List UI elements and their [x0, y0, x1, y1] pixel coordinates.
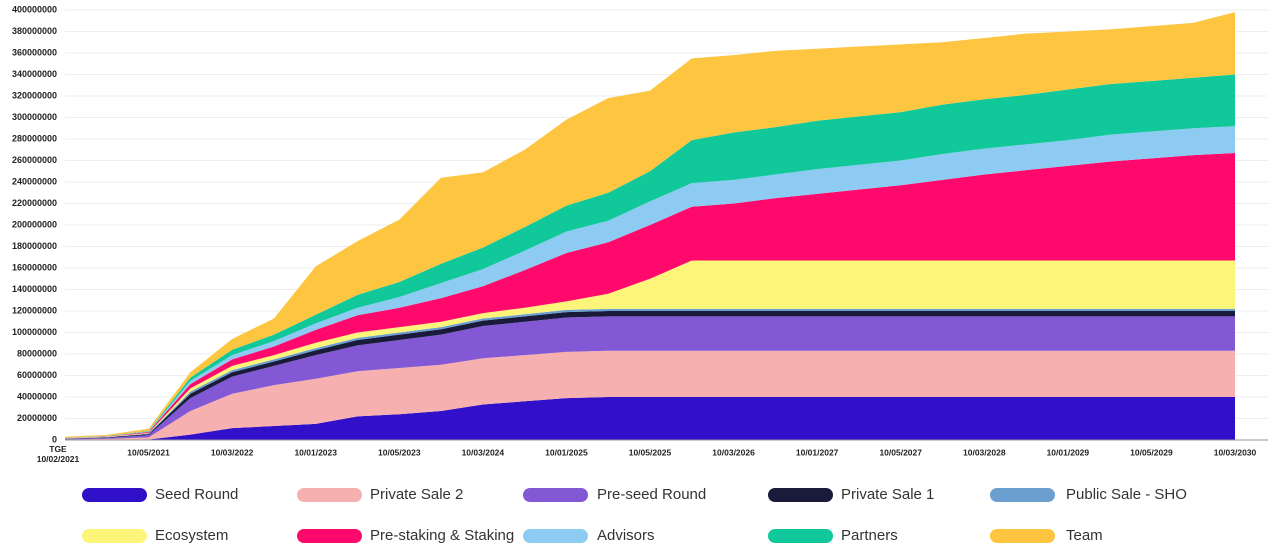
x-tick-label: 10/03/2028 [963, 447, 1006, 457]
x-tick-label: 10/01/2025 [545, 447, 588, 457]
y-tick-label: 40000000 [17, 391, 57, 401]
legend-label: Advisors [597, 527, 655, 544]
legend-label: Public Sale - SHO [1066, 486, 1187, 503]
y-tick-label: 220000000 [12, 198, 57, 208]
area [65, 311, 1235, 439]
legend-swatch [990, 529, 1055, 543]
area [65, 12, 1235, 438]
legend-swatch [297, 529, 362, 543]
x-tick-label: 10/05/2021 [127, 447, 170, 457]
legend-swatch [523, 529, 588, 543]
y-tick-label: 160000000 [12, 262, 57, 272]
legend-label: Seed Round [155, 486, 238, 503]
y-tick-label: 360000000 [12, 47, 57, 57]
area [65, 152, 1235, 439]
legend-label: Private Sale 2 [370, 486, 463, 503]
x-tick-label: 10/03/2026 [712, 447, 755, 457]
area [65, 316, 1235, 440]
legend-label: Ecosystem [155, 527, 228, 544]
area [65, 126, 1235, 438]
x-tick-label: 10/03/2022 [211, 447, 254, 457]
y-tick-label: 300000000 [12, 112, 57, 122]
y-tick-label: 340000000 [12, 69, 57, 79]
legend-swatch [990, 488, 1055, 502]
x-tick-label: 10/05/2029 [1130, 447, 1173, 457]
area [65, 397, 1235, 440]
legend-swatch [82, 488, 147, 502]
y-tick-label: 240000000 [12, 176, 57, 186]
legend-label: Team [1066, 527, 1103, 544]
x-tick-label-line: 10/02/2021 [37, 454, 80, 464]
y-tick-label: 320000000 [12, 90, 57, 100]
y-tick-label: 20000000 [17, 413, 57, 423]
x-tick-label-line: TGE [49, 444, 67, 454]
x-tick-label: 10/01/2023 [294, 447, 337, 457]
x-tick-label: 10/03/2030 [1214, 447, 1257, 457]
legend-label: Partners [841, 527, 898, 544]
legend-label: Pre-seed Round [597, 486, 706, 503]
area [65, 350, 1235, 440]
y-tick-label: 280000000 [12, 133, 57, 143]
area [65, 74, 1235, 438]
y-tick-label: 400000000 [12, 4, 57, 14]
y-tick-label: 80000000 [17, 348, 57, 358]
y-tick-label: 260000000 [12, 155, 57, 165]
x-tick-label: 10/01/2029 [1047, 447, 1090, 457]
y-tick-label: 60000000 [17, 370, 57, 380]
legend-swatch [82, 529, 147, 543]
x-tick-label: 10/05/2027 [879, 447, 922, 457]
y-tick-label: 100000000 [12, 327, 57, 337]
y-tick-label: 200000000 [12, 219, 57, 229]
y-tick-label: 380000000 [12, 26, 57, 36]
legend-swatch [297, 488, 362, 502]
legend-label: Pre-staking & Staking [370, 527, 514, 544]
x-tick-label: 10/03/2024 [462, 447, 505, 457]
y-tick-label: 0 [52, 434, 57, 444]
legend-label: Private Sale 1 [841, 486, 934, 503]
x-tick-label: 10/05/2023 [378, 447, 421, 457]
x-tick-label: 10/01/2027 [796, 447, 839, 457]
legend-swatch [768, 529, 833, 543]
y-tick-label: 140000000 [12, 284, 57, 294]
y-tick-label: 120000000 [12, 305, 57, 315]
x-tick-label: TGE 10/02/2021 [37, 444, 80, 464]
area [65, 260, 1235, 439]
x-tick-label: 10/05/2025 [629, 447, 672, 457]
legend-swatch [523, 488, 588, 502]
y-tick-label: 180000000 [12, 241, 57, 251]
legend-swatch [768, 488, 833, 502]
